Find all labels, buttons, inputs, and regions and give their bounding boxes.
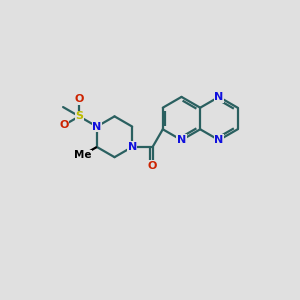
Text: O: O (59, 120, 69, 130)
Text: N: N (128, 142, 137, 152)
Text: S: S (75, 111, 83, 122)
Text: O: O (74, 94, 84, 104)
Text: Me: Me (74, 150, 91, 160)
Text: O: O (148, 160, 157, 171)
Text: N: N (128, 142, 137, 152)
Text: N: N (92, 122, 101, 132)
Text: N: N (177, 135, 186, 145)
Text: N: N (214, 92, 224, 102)
Text: N: N (214, 135, 224, 145)
